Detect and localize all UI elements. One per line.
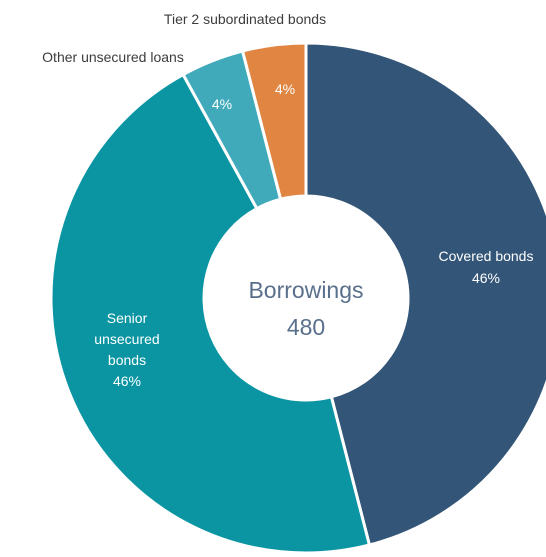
donut-slices [49, 41, 546, 555]
slice-covered-bonds [304, 41, 546, 547]
center-value: 480 [287, 314, 325, 340]
value-covered-bonds: 46% [472, 270, 500, 286]
label-senior-unsecured-bonds-2: unsecured [94, 331, 159, 347]
label-senior-unsecured-bonds-1: Senior [107, 310, 148, 326]
label-other-unsecured-loans: Other unsecured loans [42, 49, 184, 65]
center-label: Borrowings [248, 277, 363, 303]
label-tier-2-subordinated-bonds: Tier 2 subordinated bonds [164, 11, 326, 27]
value-senior-unsecured-bonds: 46% [113, 373, 141, 389]
slice-tier-2-subordinated-bonds [241, 41, 308, 201]
label-senior-unsecured-bonds-3: bonds [108, 352, 146, 368]
value-other-unsecured-loans: 4% [212, 96, 232, 112]
label-covered-bonds: Covered bonds [439, 248, 534, 264]
slice-senior-unsecured-bonds [49, 73, 371, 555]
value-tier-2-subordinated-bonds: 4% [275, 81, 295, 97]
